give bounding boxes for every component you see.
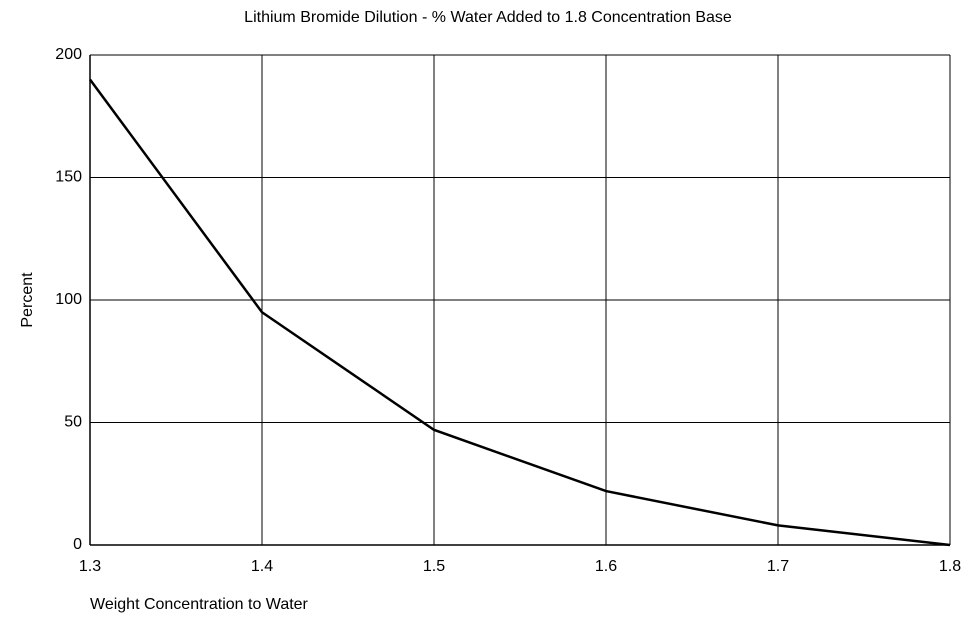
x-tick-label: 1.4 — [251, 558, 273, 575]
y-tick-label: 150 — [55, 169, 82, 186]
x-tick-label: 1.3 — [79, 558, 101, 575]
y-tick-label: 200 — [55, 46, 82, 63]
chart-title: Lithium Bromide Dilution - % Water Added… — [244, 9, 732, 26]
line — [90, 80, 950, 546]
x-tick-label: 1.5 — [423, 558, 445, 575]
y-tick-label: 0 — [73, 536, 82, 553]
y-tick-label: 50 — [64, 414, 82, 431]
x-tick-label: 1.7 — [767, 558, 789, 575]
y-axis-label: Percent — [19, 272, 36, 328]
y-tick-label: 100 — [55, 291, 82, 308]
x-tick-label: 1.6 — [595, 558, 617, 575]
x-axis-label: Weight Concentration to Water — [90, 596, 309, 613]
x-tick-label: 1.8 — [939, 558, 961, 575]
chart: Lithium Bromide Dilution - % Water Added… — [0, 0, 977, 619]
